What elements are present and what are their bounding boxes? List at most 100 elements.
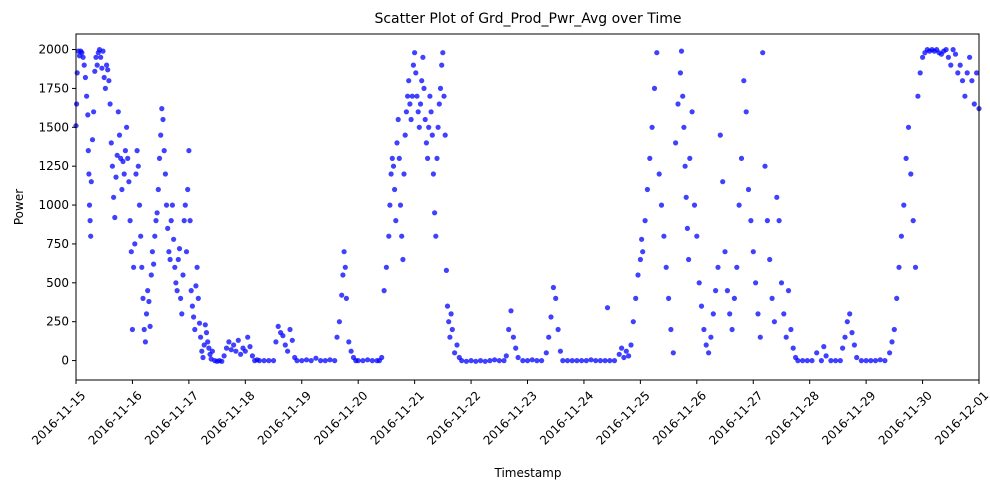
data-point (548, 314, 554, 320)
data-point (393, 218, 399, 224)
data-point (619, 345, 625, 351)
data-point (369, 358, 375, 364)
data-point (501, 358, 507, 364)
data-point (675, 101, 681, 107)
data-point (400, 256, 406, 263)
data-point (776, 218, 782, 224)
data-point (87, 218, 93, 224)
data-point (967, 54, 973, 60)
data-point (147, 323, 153, 329)
data-point (670, 350, 676, 356)
data-point (379, 354, 385, 361)
data-point (439, 62, 445, 68)
data-point (165, 225, 171, 231)
data-point (428, 109, 434, 115)
data-point (553, 295, 559, 301)
data-point (85, 112, 91, 118)
data-point (193, 283, 199, 289)
data-point (228, 347, 234, 353)
data-point (917, 70, 923, 76)
data-points (73, 47, 982, 364)
data-point (80, 54, 86, 60)
data-point (877, 357, 883, 363)
data-point (621, 354, 627, 361)
data-point (115, 109, 121, 115)
data-point (158, 132, 164, 138)
data-point (124, 124, 130, 130)
data-point (395, 116, 401, 123)
data-point (233, 348, 239, 354)
data-point (322, 358, 328, 364)
data-point (235, 337, 241, 343)
data-point (555, 326, 561, 333)
data-point (912, 264, 919, 270)
data-point (448, 311, 454, 317)
data-point (703, 342, 709, 348)
data-point (574, 358, 580, 364)
data-point (651, 85, 658, 91)
data-point (769, 295, 775, 301)
data-point (140, 295, 146, 301)
data-point (644, 186, 651, 193)
data-point (136, 202, 143, 208)
data-point (126, 179, 132, 185)
data-point (753, 280, 759, 286)
data-point (654, 50, 660, 56)
data-point (969, 78, 975, 84)
data-point (238, 351, 244, 357)
data-point (710, 311, 716, 317)
data-point (176, 246, 183, 252)
data-point (92, 68, 98, 74)
data-point (681, 124, 687, 130)
data-point (273, 339, 279, 345)
data-point (809, 358, 815, 364)
data-point (107, 101, 113, 107)
data-point (955, 70, 961, 76)
data-point (734, 264, 740, 270)
data-point (401, 171, 407, 177)
data-point (172, 264, 178, 270)
data-point (905, 124, 912, 130)
data-point (390, 163, 397, 169)
data-point (844, 319, 850, 325)
data-point (496, 358, 502, 364)
data-point (515, 354, 521, 361)
data-point (731, 295, 738, 301)
data-point (153, 218, 159, 224)
data-point (285, 348, 291, 354)
data-point (757, 334, 763, 340)
data-point (701, 326, 707, 333)
data-point (423, 140, 429, 146)
data-point (684, 225, 691, 231)
data-point (588, 357, 594, 363)
data-point (847, 311, 853, 317)
data-point (256, 358, 262, 364)
data-point (683, 194, 689, 200)
data-point (661, 233, 667, 239)
data-point (346, 339, 352, 345)
data-point (849, 330, 855, 336)
data-point (408, 116, 414, 123)
data-point (145, 288, 151, 294)
data-point (191, 314, 197, 320)
data-point (84, 93, 90, 99)
y-tick-label: 2000 (38, 43, 69, 57)
data-point (129, 326, 135, 333)
data-point (720, 179, 726, 185)
data-point (473, 358, 479, 364)
data-point (148, 272, 154, 278)
data-point (623, 348, 629, 354)
data-point (280, 333, 286, 339)
data-point (151, 261, 157, 267)
data-point (386, 233, 392, 239)
data-point (513, 345, 519, 351)
data-point (823, 353, 829, 359)
data-point (767, 256, 773, 263)
data-point (141, 326, 147, 333)
data-point (569, 358, 575, 364)
data-point (706, 350, 712, 356)
data-point (131, 264, 137, 270)
data-point (394, 140, 400, 146)
data-point (89, 137, 96, 143)
data-point (851, 342, 858, 348)
